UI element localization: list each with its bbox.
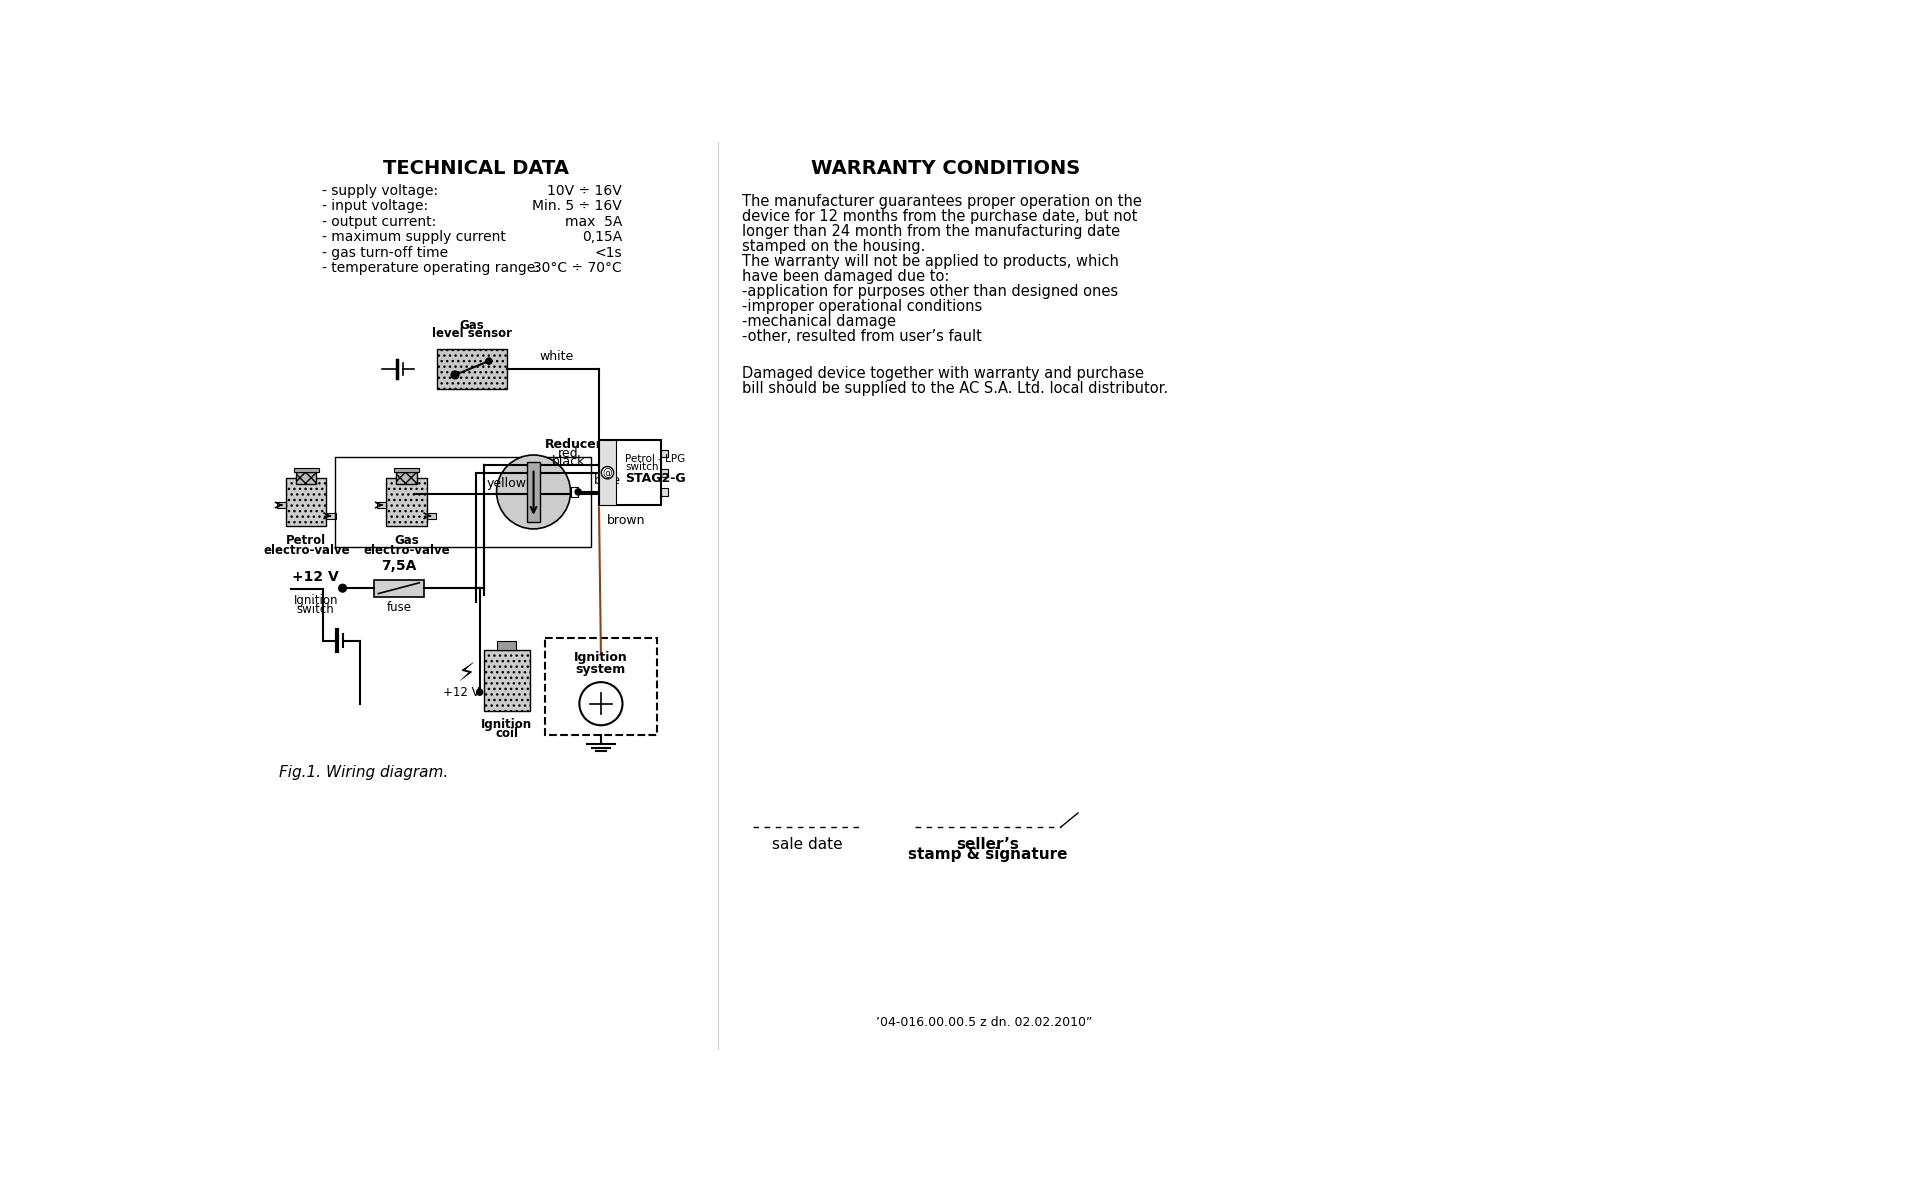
Bar: [286, 478, 326, 526]
Text: red: red: [559, 447, 578, 460]
Text: fuse: fuse: [386, 602, 411, 615]
Bar: [660, 489, 668, 496]
Text: -30°C ÷ 70°C: -30°C ÷ 70°C: [528, 261, 622, 275]
Circle shape: [497, 455, 570, 529]
Bar: [376, 502, 386, 509]
Text: electro-valve: electro-valve: [263, 544, 349, 557]
Text: Ignition: Ignition: [294, 595, 338, 608]
Bar: [326, 513, 336, 519]
Text: +12 V: +12 V: [292, 570, 340, 584]
Text: ’04-016.00.00.5 z dn. 02.02.2010”: ’04-016.00.00.5 z dn. 02.02.2010”: [876, 1016, 1092, 1029]
Bar: [426, 513, 436, 519]
Text: Damaged device together with warranty and purchase: Damaged device together with warranty an…: [743, 366, 1144, 381]
Text: - output current:: - output current:: [323, 215, 436, 229]
Text: max  5A: max 5A: [564, 215, 622, 229]
Bar: [660, 450, 668, 458]
Circle shape: [338, 584, 346, 592]
Bar: [374, 579, 424, 597]
Text: - gas turn-off time: - gas turn-off time: [323, 245, 447, 260]
Bar: [394, 468, 419, 472]
Circle shape: [576, 489, 582, 496]
Text: device for 12 months from the purchase date, but not: device for 12 months from the purchase d…: [743, 209, 1137, 224]
Text: switch: switch: [626, 463, 659, 472]
Text: - input voltage:: - input voltage:: [323, 199, 428, 214]
Bar: [570, 487, 578, 497]
Text: white: white: [540, 350, 574, 363]
Text: 0,15A: 0,15A: [582, 230, 622, 244]
Text: TECHNICAL DATA: TECHNICAL DATA: [382, 158, 568, 177]
Text: have been damaged due to:: have been damaged due to:: [743, 269, 950, 284]
Circle shape: [451, 371, 459, 379]
Text: longer than 24 month from the manufacturing date: longer than 24 month from the manufactur…: [743, 224, 1121, 240]
Bar: [599, 440, 660, 505]
Text: - temperature operating range:: - temperature operating range:: [323, 261, 540, 275]
Text: The manufacturer guarantees proper operation on the: The manufacturer guarantees proper opera…: [743, 194, 1142, 209]
Text: - maximum supply current: - maximum supply current: [323, 230, 505, 244]
Bar: [660, 468, 668, 477]
Text: stamped on the housing.: stamped on the housing.: [743, 240, 925, 254]
Bar: [484, 650, 530, 712]
Bar: [294, 468, 319, 472]
Text: Petrol: Petrol: [286, 535, 326, 548]
Text: ⚡: ⚡: [457, 662, 476, 687]
Circle shape: [580, 682, 622, 726]
Text: - supply voltage:: - supply voltage:: [323, 184, 438, 198]
Text: -improper operational conditions: -improper operational conditions: [743, 299, 983, 314]
Text: Gas: Gas: [459, 319, 484, 332]
Text: black: black: [551, 455, 586, 468]
Text: Gas: Gas: [394, 535, 419, 548]
Text: coil: coil: [495, 727, 518, 740]
Bar: [599, 440, 616, 505]
Bar: [397, 472, 417, 484]
Text: Petrol - LPG: Petrol - LPG: [626, 454, 685, 464]
Text: Ignition: Ignition: [574, 651, 628, 664]
Text: stamp & signature: stamp & signature: [908, 847, 1068, 861]
Text: -application for purposes other than designed ones: -application for purposes other than des…: [743, 284, 1117, 299]
Text: Reducer: Reducer: [545, 438, 603, 451]
Bar: [296, 472, 317, 484]
Bar: [438, 349, 507, 388]
Text: 7,5A: 7,5A: [380, 559, 417, 572]
Text: -other, resulted from user’s fault: -other, resulted from user’s fault: [743, 329, 983, 345]
Text: Min. 5 ÷ 16V: Min. 5 ÷ 16V: [532, 199, 622, 214]
Text: system: system: [576, 662, 626, 675]
Bar: [497, 641, 516, 650]
Circle shape: [601, 466, 614, 479]
Text: yellow: yellow: [486, 477, 526, 490]
Text: STAG2-G: STAG2-G: [626, 472, 685, 485]
Bar: [526, 463, 541, 522]
Text: blue: blue: [593, 473, 620, 486]
Bar: [276, 502, 286, 509]
Text: bill should be supplied to the AC S.A. Ltd. local distributor.: bill should be supplied to the AC S.A. L…: [743, 381, 1169, 395]
Text: Fig.1. Wiring diagram.: Fig.1. Wiring diagram.: [280, 766, 449, 780]
Text: electro-valve: electro-valve: [363, 544, 449, 557]
Text: @: @: [603, 467, 612, 478]
Bar: [545, 638, 657, 734]
Text: brown: brown: [607, 513, 645, 526]
Text: <1s: <1s: [595, 245, 622, 260]
Text: The warranty will not be applied to products, which: The warranty will not be applied to prod…: [743, 254, 1119, 269]
Circle shape: [486, 358, 492, 365]
Circle shape: [476, 689, 482, 695]
Text: sale date: sale date: [772, 837, 843, 852]
Text: Ignition: Ignition: [482, 717, 532, 730]
Text: WARRANTY CONDITIONS: WARRANTY CONDITIONS: [810, 158, 1081, 177]
Bar: [386, 478, 426, 526]
Text: level sensor: level sensor: [432, 327, 513, 340]
Text: switch: switch: [298, 603, 334, 616]
Text: +12 V: +12 V: [444, 686, 480, 699]
Text: -mechanical damage: -mechanical damage: [743, 314, 897, 329]
Text: 10V ÷ 16V: 10V ÷ 16V: [547, 184, 622, 198]
Text: seller’s: seller’s: [956, 837, 1020, 852]
